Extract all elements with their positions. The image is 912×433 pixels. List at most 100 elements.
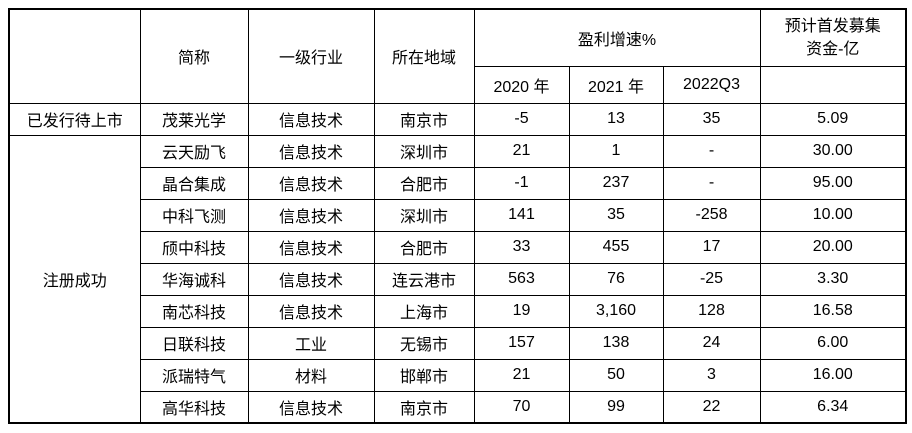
table-row: 华海诚科 信息技术 连云港市 563 76 -25 3.30 <box>9 262 907 296</box>
company-name-cell: 高华科技 <box>139 390 249 424</box>
funds-cell: 16.58 <box>759 294 907 328</box>
growth-2020-cell: 21 <box>473 358 570 392</box>
company-name-cell: 华海诚科 <box>139 262 249 296</box>
growth-2020-cell: 141 <box>473 198 570 232</box>
region-cell: 深圳市 <box>373 134 475 168</box>
industry-cell: 信息技术 <box>247 262 375 296</box>
company-name-cell: 日联科技 <box>139 326 249 360</box>
header-profit-growth: 盈利增速% <box>473 8 761 67</box>
company-name-cell: 颀中科技 <box>139 230 249 264</box>
growth-2022q3-cell: - <box>662 134 761 168</box>
growth-2020-cell: 157 <box>473 326 570 360</box>
industry-cell: 信息技术 <box>247 102 375 136</box>
table-row: 颀中科技 信息技术 合肥市 33 455 17 20.00 <box>9 230 907 264</box>
industry-cell: 工业 <box>247 326 375 360</box>
table-row: 注册成功 云天励飞 信息技术 深圳市 21 1-30.00 <box>8 134 907 424</box>
region-cell: 合肥市 <box>373 230 475 264</box>
header-category <box>8 8 141 104</box>
industry-cell: 信息技术 <box>247 198 375 232</box>
growth-2020-cell: -1 <box>473 166 570 200</box>
header-short-name: 简称 <box>139 8 249 104</box>
growth-2022q3-cell: 128 <box>662 294 761 328</box>
growth-2022q3-cell: 24 <box>662 326 761 360</box>
growth-2021-cell: 35 <box>568 198 664 232</box>
table-row: 中科飞测 信息技术 深圳市 141 35 -258 10.00 <box>9 198 907 232</box>
header-ipo-funds-line2: 资金-亿 <box>806 40 860 58</box>
header-region: 所在地域 <box>373 8 475 104</box>
subheader-2022q3: 2022Q3 <box>662 65 761 104</box>
growth-2022q3-cell: 3 <box>662 358 761 392</box>
table-header: 简称 一级行业 所在地域 盈利增速% 预计首发募集 资金-亿 2020 年 20… <box>8 8 907 104</box>
company-name-cell: 云天励飞 <box>139 134 249 168</box>
region-cell: 无锡市 <box>373 326 475 360</box>
company-name-cell: 南芯科技 <box>139 294 249 328</box>
table-row: 南芯科技 信息技术 上海市 19 3,160 128 16.58 <box>9 294 907 328</box>
table-row: 晶合集成 信息技术 合肥市 -1 237-95.00 <box>9 166 907 200</box>
region-cell: 深圳市 <box>373 198 475 232</box>
industry-cell: 材料 <box>247 358 375 392</box>
growth-2020-cell: 70 <box>473 390 570 424</box>
growth-2021-cell: 13 <box>568 102 664 136</box>
table-row: 已发行待上市 茂莱光学 信息技术 南京市 -5 13 35 5.09 <box>8 102 907 136</box>
table-row: 高华科技 信息技术 南京市 70 99 22 6.34 <box>9 390 907 424</box>
subheader-2021: 2021 年 <box>568 65 664 104</box>
company-name-cell: 中科飞测 <box>139 198 249 232</box>
subheader-funds-blank <box>759 65 907 104</box>
region-cell: 连云港市 <box>373 262 475 296</box>
growth-2021-cell: 1 <box>568 134 664 168</box>
region-cell: 邯郸市 <box>373 358 475 392</box>
growth-2022q3-cell: - <box>662 166 761 200</box>
growth-2020-cell: 33 <box>473 230 570 264</box>
funds-cell: 3.30 <box>759 262 907 296</box>
growth-2020-cell: -5 <box>473 102 570 136</box>
growth-2022q3-cell: 22 <box>662 390 761 424</box>
funds-cell: 6.34 <box>759 390 907 424</box>
table-body: 已发行待上市 茂莱光学 信息技术 南京市 -5 13 35 5.09 注册成功 云天励飞 信息技术深… <box>8 102 907 424</box>
funds-cell: 10.00 <box>759 198 907 232</box>
growth-2021-cell: 3,160 <box>568 294 664 328</box>
industry-cell: 信息技术 <box>247 230 375 264</box>
table-row: 日联科技 工业 无锡市 157 138 24 6.00 <box>9 326 907 360</box>
industry-cell: 信息技术 <box>247 294 375 328</box>
region-cell: 南京市 <box>373 390 475 424</box>
funds-cell: 95.00 <box>759 166 907 200</box>
header-ipo-funds: 预计首发募集 资金-亿 <box>759 8 907 67</box>
growth-2021-cell: 138 <box>568 326 664 360</box>
growth-2021-cell: 99 <box>568 390 664 424</box>
industry-cell: 信息技术 <box>247 134 375 168</box>
funds-cell: 6.00 <box>759 326 907 360</box>
growth-2022q3-cell: -258 <box>662 198 761 232</box>
company-name-cell: 派瑞特气 <box>139 358 249 392</box>
region-cell: 合肥市 <box>373 166 475 200</box>
ipo-companies-table: 简称 一级行业 所在地域 盈利增速% 预计首发募集 资金-亿 2020 年 20… <box>8 8 907 424</box>
industry-cell: 信息技术 <box>247 166 375 200</box>
growth-2021-cell: 237 <box>568 166 664 200</box>
header-ipo-funds-line1: 预计首发募集 <box>784 17 881 35</box>
growth-2022q3-cell: 17 <box>662 230 761 264</box>
growth-2021-cell: 50 <box>568 358 664 392</box>
category-cell: 注册成功 <box>8 134 141 424</box>
header-row-sub: 2020 年 2021 年 2022Q3 <box>9 65 907 104</box>
funds-cell: 5.09 <box>759 102 907 136</box>
region-cell: 上海市 <box>373 294 475 328</box>
growth-2020-cell: 19 <box>473 294 570 328</box>
category-cell: 已发行待上市 <box>8 102 141 136</box>
header-industry: 一级行业 <box>247 8 375 104</box>
funds-cell: 20.00 <box>759 230 907 264</box>
company-name-cell: 茂莱光学 <box>139 102 249 136</box>
table-row: 派瑞特气 材料 邯郸市 21 50 3 16.00 <box>9 358 907 392</box>
growth-2022q3-cell: -25 <box>662 262 761 296</box>
growth-2021-cell: 76 <box>568 262 664 296</box>
growth-2020-cell: 563 <box>473 262 570 296</box>
funds-cell: 16.00 <box>759 358 907 392</box>
subheader-2020: 2020 年 <box>473 65 570 104</box>
growth-2021-cell: 455 <box>568 230 664 264</box>
growth-2022q3-cell: 35 <box>662 102 761 136</box>
region-cell: 南京市 <box>373 102 475 136</box>
industry-cell: 信息技术 <box>247 390 375 424</box>
header-row-top: 简称 一级行业 所在地域 盈利增速% 预计首发募集 资金-亿 <box>8 8 907 104</box>
company-name-cell: 晶合集成 <box>139 166 249 200</box>
growth-2020-cell: 21 <box>473 134 570 168</box>
funds-cell: 30.00 <box>759 134 907 168</box>
